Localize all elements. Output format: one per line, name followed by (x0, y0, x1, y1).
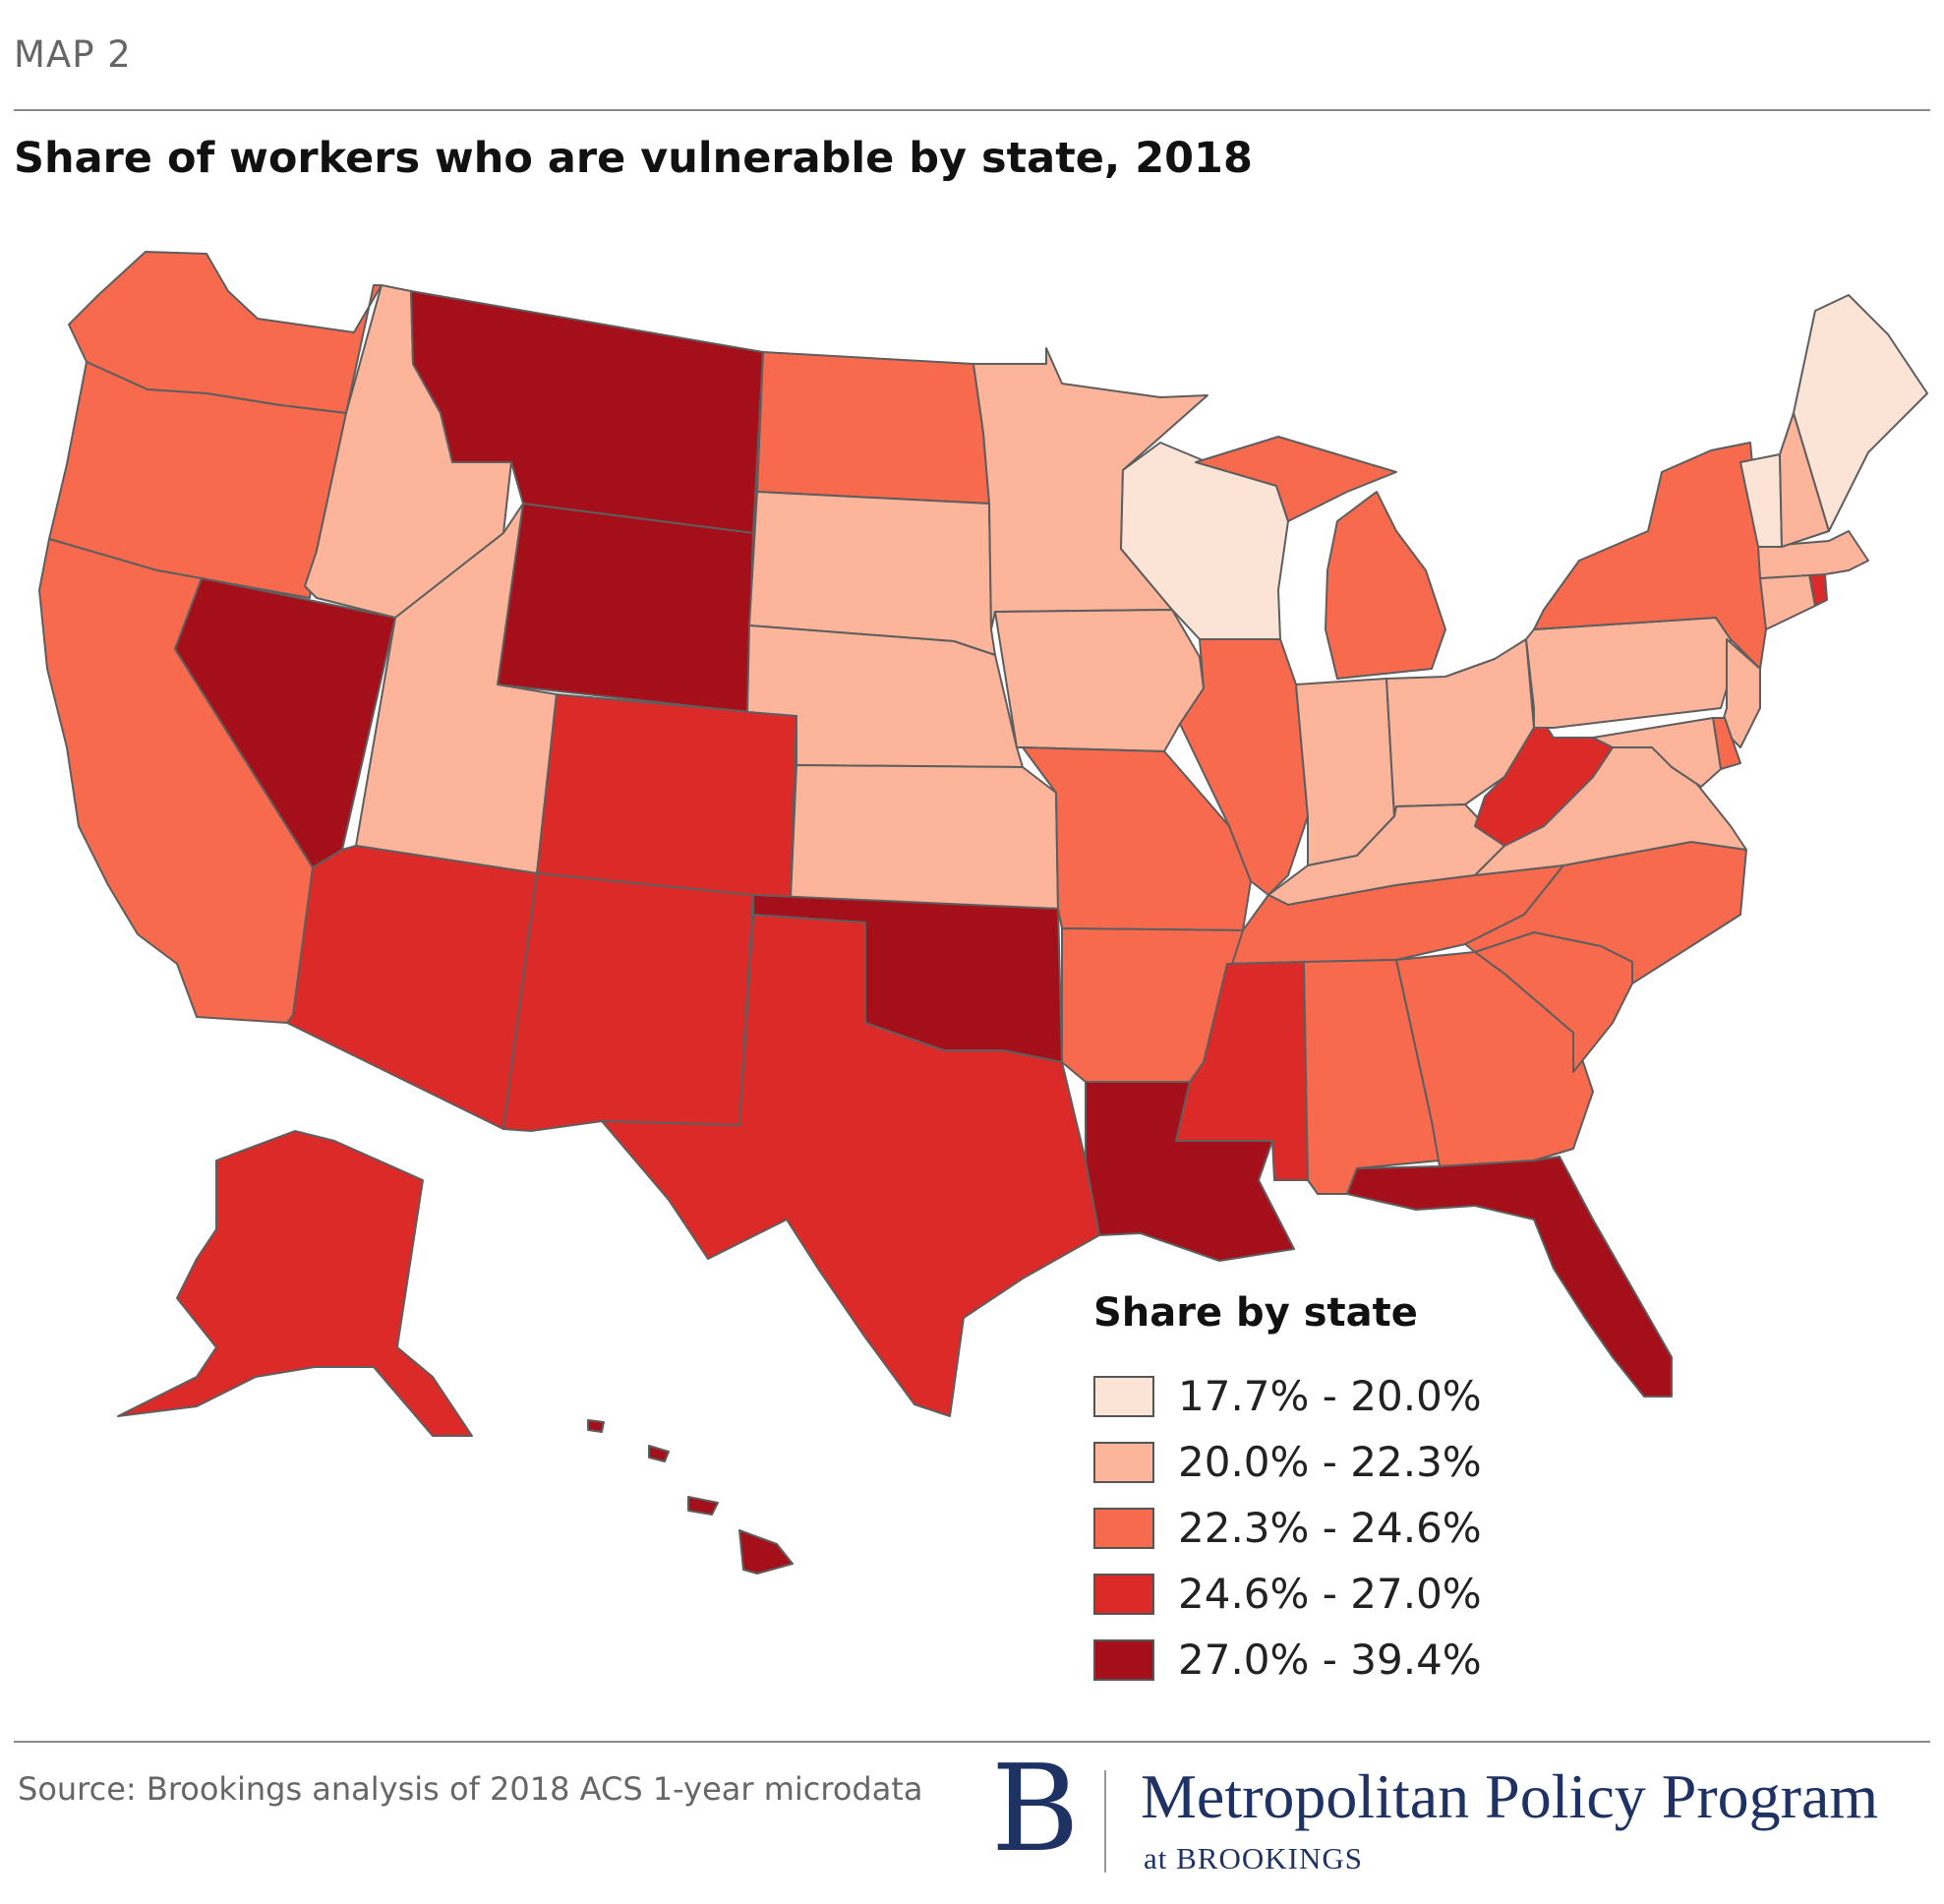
state-pa[interactable] (1525, 617, 1732, 729)
legend-swatch (1093, 1573, 1154, 1615)
state-co[interactable] (536, 693, 797, 900)
state-ct[interactable] (1759, 573, 1816, 630)
legend: Share by state 17.7% - 20.0% 20.0% - 22.… (1093, 1290, 1482, 1693)
bottom-divider (14, 1741, 1930, 1743)
legend-title: Share by state (1093, 1290, 1418, 1336)
state-me[interactable] (1793, 294, 1928, 532)
program-name: Metropolitan Policy Program (1141, 1761, 1879, 1831)
legend-label: 20.0% - 22.3% (1178, 1438, 1482, 1486)
top-divider (14, 109, 1930, 111)
state-nj[interactable] (1720, 638, 1761, 748)
brookings-logo-mark: B (991, 1739, 1080, 1878)
state-tx[interactable] (601, 914, 1100, 1417)
legend-label: 22.3% - 24.6% (1178, 1504, 1482, 1552)
state-mi[interactable] (1195, 436, 1446, 680)
legend-swatch (1093, 1507, 1154, 1549)
state-md[interactable] (1592, 717, 1722, 788)
map-label: MAP 2 (14, 33, 132, 76)
state-wi[interactable] (1120, 442, 1289, 640)
source-note: Source: Brookings analysis of 2018 ACS 1… (18, 1770, 923, 1808)
legend-label: 17.7% - 20.0% (1178, 1372, 1482, 1420)
legend-label: 24.6% - 27.0% (1178, 1570, 1482, 1618)
state-ks[interactable] (790, 764, 1059, 910)
legend-swatch (1093, 1375, 1154, 1417)
legend-item: 17.7% - 20.0% (1093, 1363, 1482, 1429)
state-nd[interactable] (756, 351, 990, 505)
state-nm[interactable] (502, 872, 754, 1132)
state-ak[interactable] (117, 1130, 473, 1437)
logo-divider (1104, 1770, 1106, 1873)
state-hi[interactable] (587, 1419, 794, 1575)
state-az[interactable] (286, 845, 538, 1130)
state-ia[interactable] (994, 609, 1205, 752)
state-fl[interactable] (1346, 1156, 1673, 1398)
legend-swatch (1093, 1441, 1154, 1483)
legend-label: 27.0% - 39.4% (1178, 1636, 1482, 1684)
state-ma[interactable] (1757, 530, 1869, 579)
program-subtitle: at BROOKINGS (1144, 1841, 1363, 1875)
legend-item: 22.3% - 24.6% (1093, 1495, 1482, 1561)
legend-item: 24.6% - 27.0% (1093, 1561, 1482, 1627)
legend-item: 20.0% - 22.3% (1093, 1429, 1482, 1495)
legend-swatch (1093, 1638, 1154, 1681)
state-wy[interactable] (497, 503, 754, 713)
legend-item: 27.0% - 39.4% (1093, 1627, 1482, 1693)
map-title: Share of workers who are vulnerable by s… (14, 134, 1253, 183)
